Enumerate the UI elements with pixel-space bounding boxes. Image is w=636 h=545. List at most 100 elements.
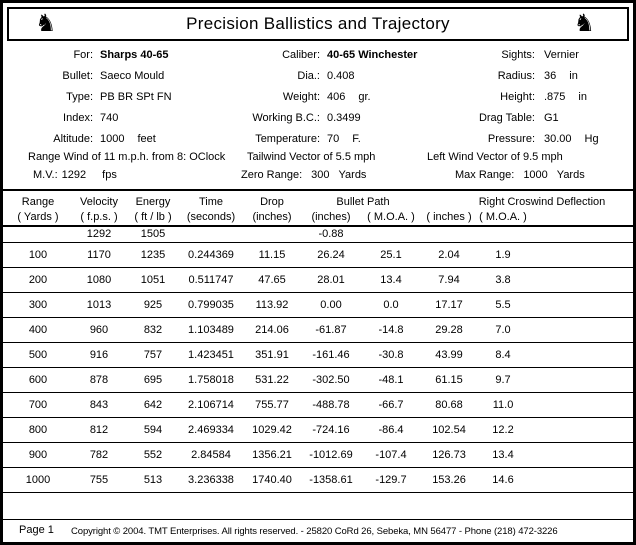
cell-drop: 351.91: [255, 348, 289, 361]
cell-bullet-path-inches: -1012.69: [309, 448, 353, 461]
cell-croswind-moa: 11.0: [492, 398, 514, 411]
unit-croswind-inches: ( inches ): [426, 210, 472, 223]
cell-velocity: 960: [89, 323, 109, 336]
cell-bullet-path-moa: -66.7: [378, 398, 404, 411]
cell-range: 200: [28, 273, 48, 286]
unit-bullet-path-moa: ( M.O.A. ): [367, 210, 415, 223]
cell-spacer: [531, 342, 633, 367]
table-top-rule: [3, 189, 633, 191]
cell-drop: 214.06: [255, 323, 289, 336]
cell-spacer: [531, 292, 633, 317]
trajectory-row: 900 782 552 2.84584 1356.21 -1012.69 -10…: [3, 442, 633, 467]
trajectory-table-body: 1292 1505 -0.88 100 1170 1235 0.244369 1…: [3, 226, 633, 492]
trajectory-row: 100 1170 1235 0.244369 11.15 26.24 25.1 …: [3, 242, 633, 267]
spec-label: Working B.C.:: [252, 111, 320, 124]
spec-label: Radius:: [497, 69, 535, 82]
cell-spacer: [531, 467, 633, 492]
spec-value: 40-65 Winchester: [327, 48, 418, 61]
unit-range: ( Yards ): [17, 210, 59, 223]
cell-range: 700: [28, 398, 48, 411]
cell-bullet-path-moa: -107.4: [375, 448, 407, 461]
col-header-energy: Energy: [135, 196, 171, 208]
cell-croswind-inches: 43.99: [435, 348, 463, 361]
cell-croswind-moa: 5.5: [495, 298, 511, 311]
cell-bullet-path-inches: -0.88: [318, 228, 344, 241]
col-header-drop: Drop: [260, 196, 284, 208]
cell-croswind-inches: 102.54: [432, 423, 466, 436]
spec-label: Drag Table:: [478, 111, 535, 124]
spec-label: Caliber:: [282, 48, 320, 61]
cell-velocity: 782: [89, 448, 109, 461]
spec-value: G1: [544, 111, 559, 124]
cell-croswind-inches: 153.26: [432, 473, 466, 486]
col-header-velocity: Velocity: [80, 196, 118, 208]
cell-energy: 642: [143, 398, 163, 411]
cell-drop: 531.22: [255, 373, 289, 386]
cell-bullet-path-inches: 0.00: [320, 298, 342, 311]
spec-value: 70 F.: [327, 132, 361, 145]
cell-range: 100: [28, 248, 48, 261]
cell-bullet-path-moa: 13.4: [380, 273, 402, 286]
spec-label: Sights:: [501, 48, 535, 61]
cell-energy: 925: [143, 298, 163, 311]
cell-spacer: [531, 242, 633, 267]
cell-spacer: [531, 267, 633, 292]
cell-bullet-path-inches: -1358.61: [309, 473, 353, 486]
cell-bullet-path-moa: -129.7: [375, 473, 407, 486]
cell-energy: 594: [143, 423, 163, 436]
spec-label: Dia.:: [297, 69, 320, 82]
muzzle-velocity-row: M.V.: 1292 fps Zero Range: 300 Yards Max Ran…: [3, 169, 633, 185]
trajectory-row: 400 960 832 1.103489 214.06 -61.87 -14.8…: [3, 317, 633, 342]
wind-summary-row: Range Wind of 11 m.p.h. from 8: OClock T…: [3, 151, 633, 167]
spec-row: Index: 740 Working B.C.: 0.3499 Drag Tab…: [3, 107, 633, 128]
unit-spacer: [531, 208, 633, 226]
cell-bullet-path-moa: -14.8: [378, 323, 404, 336]
spec-value: 0.3499: [327, 111, 361, 124]
trajectory-row: 300 1013 925 0.799035 113.92 0.00 0.0 17…: [3, 292, 633, 317]
spec-value: Sharps 40-65: [100, 48, 169, 61]
cell-velocity: 916: [89, 348, 109, 361]
col-group-bullet-path: Bullet Path: [336, 196, 390, 208]
trajectory-row: 200 1080 1051 0.511747 47.65 28.01 13.4 …: [3, 267, 633, 292]
spec-label: Index:: [63, 111, 93, 124]
spec-row: For: Sharps 40-65 Caliber: 40-65 Winches…: [3, 44, 633, 65]
cell-bullet-path-inches: -724.16: [312, 423, 350, 436]
spec-label: Bullet:: [62, 69, 93, 82]
knight-chess-icon-right: ♞: [573, 10, 595, 37]
trajectory-row: 1000 755 513 3.236338 1740.40 -1358.61 -…: [3, 467, 633, 492]
spec-label: Temperature:: [255, 132, 320, 145]
table-header-row: Range Velocity Energy Time Drop Bullet P…: [3, 192, 633, 208]
cell-drop: 47.65: [258, 273, 286, 286]
spec-label: Altitude:: [53, 132, 93, 145]
left-wind-vector-text: Left Wind Vector of 9.5 mph: [427, 151, 563, 163]
cell-velocity: 1013: [86, 298, 112, 311]
cell-drop: 1740.40: [252, 473, 292, 486]
cell-velocity: 1170: [87, 248, 111, 261]
cell-energy: 1235: [140, 248, 166, 261]
cell-energy: 757: [143, 348, 163, 361]
cell-range: 600: [28, 373, 48, 386]
page-number: Page 1: [19, 524, 54, 536]
cell-croswind-moa: 12.2: [492, 423, 514, 436]
page-title: Precision Ballistics and Trajectory: [186, 14, 450, 33]
cell-bullet-path-moa: -86.4: [378, 423, 404, 436]
col-header-time: Time: [198, 196, 224, 208]
cell-energy: 513: [143, 473, 163, 486]
cell-croswind-inches: 61.15: [435, 373, 463, 386]
cell-time: 2.106714: [188, 398, 234, 411]
cell-time: 0.799035: [188, 298, 234, 311]
range-wind-text: Range Wind of 11 m.p.h. from 8: OClock: [28, 151, 226, 163]
cell-time: 1.103489: [188, 323, 234, 336]
cell-time: 0.244369: [188, 248, 234, 261]
muzzle-velocity: M.V.: 1292 fps: [33, 169, 117, 181]
cell-bullet-path-inches: 28.01: [317, 273, 345, 286]
spec-value: 740: [100, 111, 119, 124]
spec-row: Type: PB BR SPt FN Weight: 406 gr. Height…: [3, 86, 633, 107]
cell-croswind-inches: 7.94: [438, 273, 460, 286]
cell-croswind-moa: 9.7: [495, 373, 511, 386]
cell-drop: 1029.42: [252, 423, 292, 436]
col-group-croswind-deflection: Right Croswind Deflection: [478, 196, 606, 208]
unit-croswind-moa: ( M.O.A. ): [479, 210, 527, 223]
cell-range: 1000: [25, 473, 51, 486]
